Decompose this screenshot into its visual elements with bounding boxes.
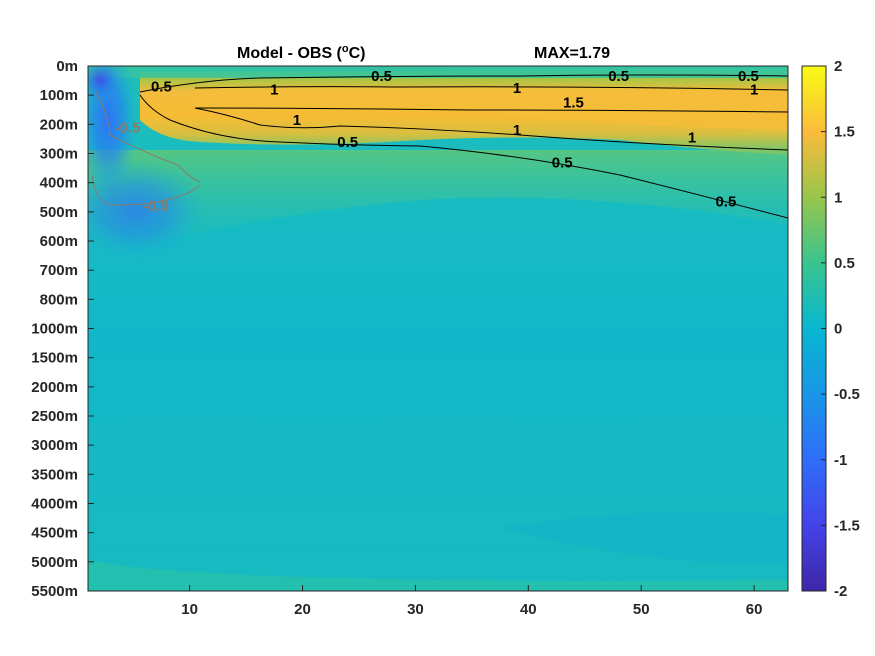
y-tick-label: 5000m (31, 554, 78, 571)
y-tick-label: 1000m (31, 321, 78, 338)
y-tick-label: 4000m (31, 496, 78, 513)
x-tick-label: 40 (520, 601, 537, 618)
contour-label: 0.5 (552, 154, 573, 171)
y-tick-label: 2500m (31, 408, 78, 425)
colorbar-tick-label: -1 (834, 452, 847, 469)
cold-anomaly-core (88, 66, 118, 98)
contour-label: 0.5 (371, 68, 392, 85)
contour-0.5-upper (139, 74, 788, 93)
x-tick-label: 60 (746, 601, 763, 618)
deep-cool-band (500, 511, 788, 565)
colorbar-tick-label: 0 (834, 321, 842, 338)
contour-label: 0.5 (608, 68, 629, 85)
x-tick-label: 30 (407, 601, 424, 618)
colorbar-tick-label: -2 (834, 583, 847, 600)
contour-label: 0.5 (738, 68, 759, 85)
chart-title: Model - OBS (oC) (237, 43, 366, 62)
warm-core (195, 86, 788, 130)
y-tick-label: 600m (40, 233, 78, 250)
contour-label: 0.5 (151, 78, 172, 95)
contour-1-lower (194, 107, 788, 151)
y-tick-label: 200m (40, 116, 78, 133)
colorbar-tick-label: 1 (834, 189, 842, 206)
x-tick-label: 20 (294, 601, 311, 618)
contour-label: 1 (293, 112, 301, 129)
subsurface-warm-wedge (88, 150, 788, 260)
negative-contour-label: -0.5 (143, 198, 169, 215)
negative-contour-label: -0.5 (115, 119, 141, 136)
x-tick-label: 10 (181, 601, 198, 618)
colorbar-tick-label: 1.5 (834, 124, 855, 141)
y-tick-label: 700m (40, 262, 78, 279)
x-axis: 10 20 30 40 50 60 (181, 585, 762, 618)
contour-neg-0.5-b (91, 174, 201, 206)
y-axis: 0m 100m 200m 300m 400m 500m 600m 700m 800m 1000m 1… (31, 58, 94, 600)
y-tick-label: 500m (40, 204, 78, 221)
contour-label: 1 (688, 129, 696, 146)
y-tick-label: 3000m (31, 437, 78, 454)
y-tick-label: 300m (40, 146, 78, 163)
y-tick-label: 100m (40, 87, 78, 104)
colorbar-ticks: 2 1.5 1 0.5 0 -0.5 -1 -1.5 -2 (821, 58, 860, 600)
contour-label: 0.5 (715, 194, 736, 211)
colorbar-tick-label: 0.5 (834, 255, 855, 272)
colorbar-tick-label: -0.5 (834, 386, 860, 403)
mid-depth-band (88, 330, 788, 390)
heatmap-plot-area: 0.5 10.510.5 0.511.510.51 10.50.5-0.5-0.5 (88, 66, 788, 591)
max-annotation: MAX=1.79 (534, 45, 610, 62)
contour-neg-0.5-a (94, 89, 201, 183)
x-tick-label: 50 (633, 601, 650, 618)
contour-label: 1 (750, 81, 758, 98)
contour-label: 1 (513, 122, 521, 139)
y-tick-label: 400m (40, 175, 78, 192)
y-tick-label: 4500m (31, 525, 78, 542)
contour-labels: 0.5 10.510.5 0.511.510.51 10.50.5-0.5-0.5 (115, 68, 759, 215)
y-tick-label: 0m (56, 58, 78, 75)
contour-1-upper (194, 86, 788, 91)
y-tick-label: 800m (40, 291, 78, 308)
contour-label: 1 (513, 80, 521, 97)
y-tick-label: 1500m (31, 350, 78, 367)
y-tick-label: 5500m (31, 583, 78, 600)
contour-label: 1.5 (563, 94, 584, 111)
contour-label: 1 (270, 81, 278, 98)
y-tick-label: 2000m (31, 379, 78, 396)
colorbar-tick-label: 2 (834, 58, 842, 75)
contour-1.5 (194, 107, 788, 113)
bottom-warm-band (88, 560, 788, 591)
cold-anomaly-mid (88, 160, 205, 260)
contour-0.5-lower (139, 94, 788, 219)
colorbar-tick-label: -1.5 (834, 517, 860, 534)
y-tick-label: 3500m (31, 466, 78, 483)
contour-label: 0.5 (337, 134, 358, 151)
